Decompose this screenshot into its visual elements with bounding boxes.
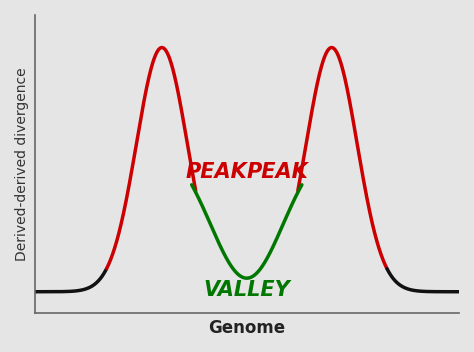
Text: PEAK: PEAK	[246, 162, 308, 182]
Text: VALLEY: VALLEY	[203, 280, 290, 300]
Text: PEAK: PEAK	[185, 162, 247, 182]
Y-axis label: Derived-derived divergence: Derived-derived divergence	[15, 68, 29, 261]
X-axis label: Genome: Genome	[208, 319, 285, 337]
